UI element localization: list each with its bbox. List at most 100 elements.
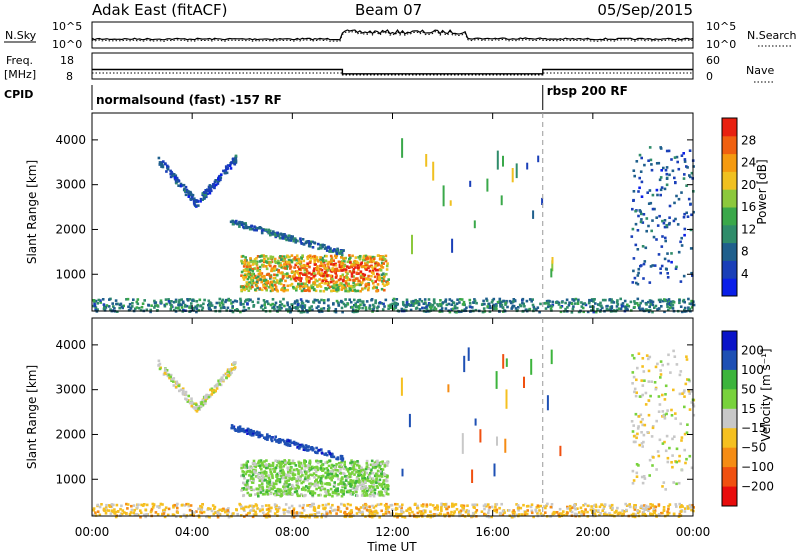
velocity-cell (582, 504, 585, 507)
power-cell (348, 298, 351, 301)
power-cell (650, 229, 653, 233)
power-cell (319, 256, 322, 259)
velocity-cell (182, 391, 185, 394)
power-cell (344, 280, 348, 283)
power-cell (633, 174, 636, 178)
velocity-cell (191, 405, 195, 409)
power-cell (233, 299, 237, 303)
power-cell (347, 282, 350, 286)
velocity-cell (296, 494, 300, 498)
velocity-cell (632, 512, 635, 516)
power-cell (279, 255, 282, 258)
velocity-cell (225, 376, 228, 380)
velocity-cell (451, 502, 454, 506)
velocity-cell (640, 475, 644, 479)
power-cell (665, 225, 669, 229)
velocity-cell (330, 478, 333, 482)
velocity-cell (464, 510, 468, 514)
velocity-cell (642, 440, 645, 444)
velocity-cell (342, 467, 346, 471)
velocity-cell (350, 459, 353, 462)
velocity-cell (265, 459, 268, 462)
power-cell (666, 302, 670, 305)
power-cell (674, 267, 678, 270)
velocity-cell (355, 512, 359, 515)
velocity-cell (242, 463, 246, 467)
velocity-cell (483, 507, 486, 511)
velocity-cell (334, 491, 337, 495)
velocity-cell (314, 470, 318, 474)
velocity-cell (336, 457, 340, 461)
power-cell (255, 264, 259, 267)
velocity-cell (364, 479, 367, 482)
power-cell (208, 184, 212, 187)
power-cell (665, 183, 669, 187)
power-cell (153, 301, 157, 305)
velocity-cell (277, 506, 281, 509)
velocity-cell (295, 490, 299, 493)
velocity-cell (680, 436, 684, 439)
velocity-cell (332, 464, 336, 468)
velocity-cell (349, 513, 352, 516)
velocity-cell (412, 513, 416, 517)
velocity-cell (662, 506, 666, 509)
velocity-cell (247, 505, 250, 509)
power-cell (601, 306, 604, 310)
power-cell (265, 273, 269, 276)
power-cell (544, 307, 548, 310)
velocity-cell (293, 490, 297, 494)
velocity-cell (190, 397, 193, 400)
power-cell (348, 270, 352, 273)
velocity-cell (440, 502, 443, 506)
power-cell (292, 306, 295, 309)
velocity-cell (351, 487, 355, 490)
velocity-cell (351, 491, 355, 494)
power-cell (257, 275, 260, 279)
velocity-cell (667, 504, 670, 508)
power-cell (683, 306, 687, 310)
velocity-cell (258, 479, 262, 482)
power-cell (249, 257, 252, 260)
power-cell (205, 195, 208, 199)
power-cell (296, 239, 299, 243)
velocity-cell (566, 505, 569, 509)
power-cell (347, 285, 351, 288)
velocity-cell (184, 393, 188, 397)
power-cell (683, 233, 686, 237)
velocity-cell (579, 506, 583, 510)
velocity-cell (673, 435, 676, 438)
velocity-cell (362, 504, 365, 507)
velocity-cell (246, 460, 250, 463)
power-cell (193, 197, 196, 200)
power-cell (444, 307, 448, 310)
power-cell (367, 278, 370, 281)
power-cell (636, 248, 640, 251)
power-cell (358, 257, 362, 260)
velocity-cell (675, 460, 678, 464)
velocity-cell (271, 487, 274, 491)
velocity-cell (261, 505, 264, 508)
velocity-cell (200, 508, 203, 512)
velocity-cell (370, 468, 373, 472)
power-cell (260, 255, 263, 258)
power-cell (688, 302, 692, 305)
power-cell (318, 310, 321, 314)
velocity-cell (250, 433, 254, 437)
velocity-cell (302, 503, 305, 507)
velocity-cell (336, 508, 340, 512)
power-cell (270, 281, 274, 284)
power-cell (680, 236, 683, 240)
power-cell (247, 307, 251, 310)
velocity-cell (363, 494, 366, 497)
power-cell (156, 304, 159, 307)
colorbar-swatch (722, 153, 737, 172)
velocity-cell (298, 445, 302, 449)
velocity-cell (480, 510, 484, 513)
power-cell (448, 298, 452, 301)
power-cell (634, 222, 638, 226)
power-cell (559, 310, 563, 314)
power-cell (551, 257, 554, 264)
power-cell (277, 259, 280, 263)
velocity-cell (295, 511, 299, 515)
y-tick-label: 3000 (55, 178, 86, 192)
